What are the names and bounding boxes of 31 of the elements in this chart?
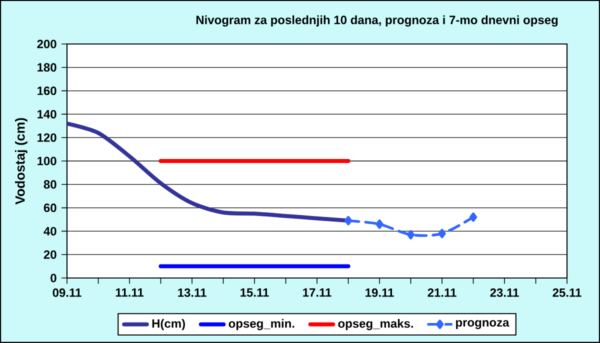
chart-title: Nivogram za poslednjih 10 dana, prognoza i 7-mo dnevni opseg: [196, 15, 558, 27]
y-tick-label: 60: [44, 204, 56, 212]
x-tick-label: 11.11: [116, 288, 144, 297]
y-tick-label: 0: [50, 274, 56, 282]
point: [344, 216, 352, 226]
legend-label: H(cm): [152, 318, 185, 330]
point: [376, 220, 384, 229]
point: [438, 228, 446, 238]
x-tick-label: 15.11: [240, 288, 269, 297]
y-tick-label: 120: [38, 133, 56, 142]
y-tick-label: 100: [38, 156, 56, 166]
y-tick-label: 200: [37, 40, 56, 48]
legend-label: prognoza: [456, 320, 510, 330]
point: [469, 212, 478, 222]
x-tick-label: 13.11: [178, 288, 206, 297]
x-tick-label: 19.11: [366, 288, 394, 297]
point: [406, 230, 415, 240]
y-tick-label: 180: [38, 63, 56, 72]
y-tick-label: 40: [44, 226, 56, 236]
x-tick-label: 21.11: [428, 288, 456, 297]
y-tick-label: 160: [38, 86, 56, 96]
y-axis-title: Vodostaj (cm): [14, 118, 28, 204]
y-tick-label: 80: [44, 180, 56, 189]
legend-label: opseg_min.: [228, 318, 294, 330]
y-tick-label: 140: [38, 110, 56, 118]
x-tick-label: 17.11: [303, 288, 332, 297]
x-tick-label: 25.11: [552, 288, 582, 297]
x-tick-label: 23.11: [490, 288, 519, 297]
y-tick-label: 20: [44, 250, 56, 259]
legend-label: opseg_maks.: [338, 318, 413, 330]
x-tick-label: 09.11: [52, 288, 82, 297]
